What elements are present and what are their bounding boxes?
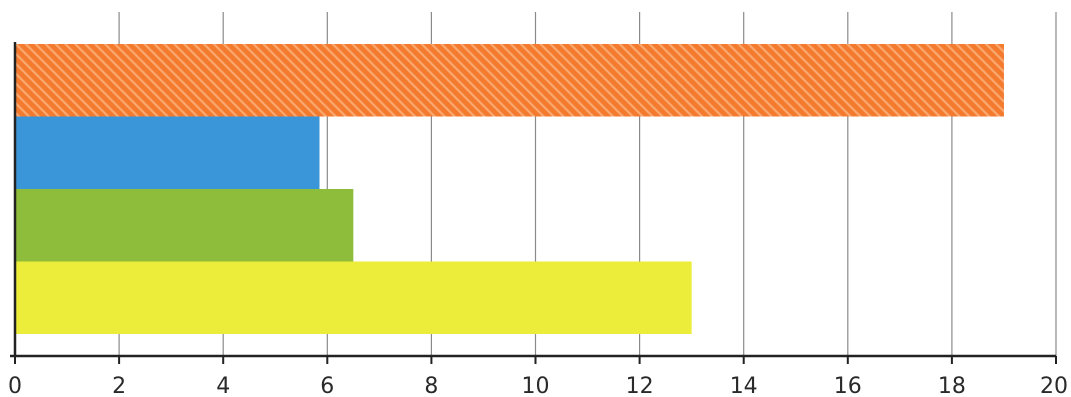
x-tick-label-8: 16: [834, 374, 862, 397]
x-tick-label-10: 20: [1040, 374, 1068, 397]
x-tick-labels: 0 2 4 6 8 10 12 14 16 18 20: [8, 356, 1068, 397]
x-tick-label-6: 12: [626, 374, 654, 397]
x-tick-label-4: 8: [424, 374, 438, 397]
x-tick-label-3: 6: [320, 374, 334, 397]
x-tick-label-0: 0: [8, 374, 22, 397]
x-tick-label-9: 18: [938, 374, 966, 397]
axes: [10, 42, 1056, 358]
x-tick-label-7: 14: [730, 374, 758, 397]
x-tick-label-5: 10: [522, 374, 550, 397]
x-tick-label-2: 4: [216, 374, 230, 397]
x-tick-label-1: 2: [112, 374, 126, 397]
bar-3: [15, 261, 692, 334]
bar-1: [15, 116, 320, 189]
bar-0: [15, 44, 1004, 117]
bars: [15, 44, 1004, 334]
bar-2: [15, 189, 354, 262]
